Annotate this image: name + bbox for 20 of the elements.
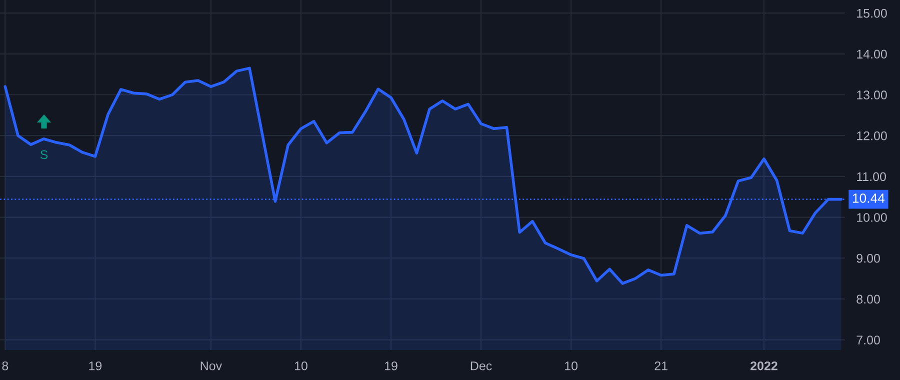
x-tick-label: 8 [2, 361, 8, 370]
ref-line-label: 10.44 [852, 194, 885, 203]
y-tick-label: 15.00 [857, 8, 887, 18]
annotation: S [40, 150, 48, 160]
x-tick-label: 19 [89, 361, 102, 370]
x-tick-label: 2022 [750, 361, 778, 370]
y-tick-label: 13.00 [857, 90, 887, 100]
x-tick-label: 10 [565, 361, 578, 370]
x-tick-label: 21 [654, 361, 668, 370]
y-tick-label: 12.00 [857, 131, 887, 140]
y-tick-label: 11.00 [857, 172, 886, 182]
x-tick-label: Nov [200, 362, 222, 370]
y-tick-label: 9.00 [856, 254, 880, 263]
y-tick-label: 10.00 [857, 213, 887, 222]
y-tick-label: 7.00 [856, 336, 880, 344]
x-tick-label: Dec [470, 362, 492, 370]
y-tick-label: 8.00 [856, 294, 880, 304]
x-tick-label: 19 [384, 361, 398, 370]
x-tick-label: 10 [294, 361, 308, 370]
y-tick-label: 14.00 [857, 50, 887, 59]
